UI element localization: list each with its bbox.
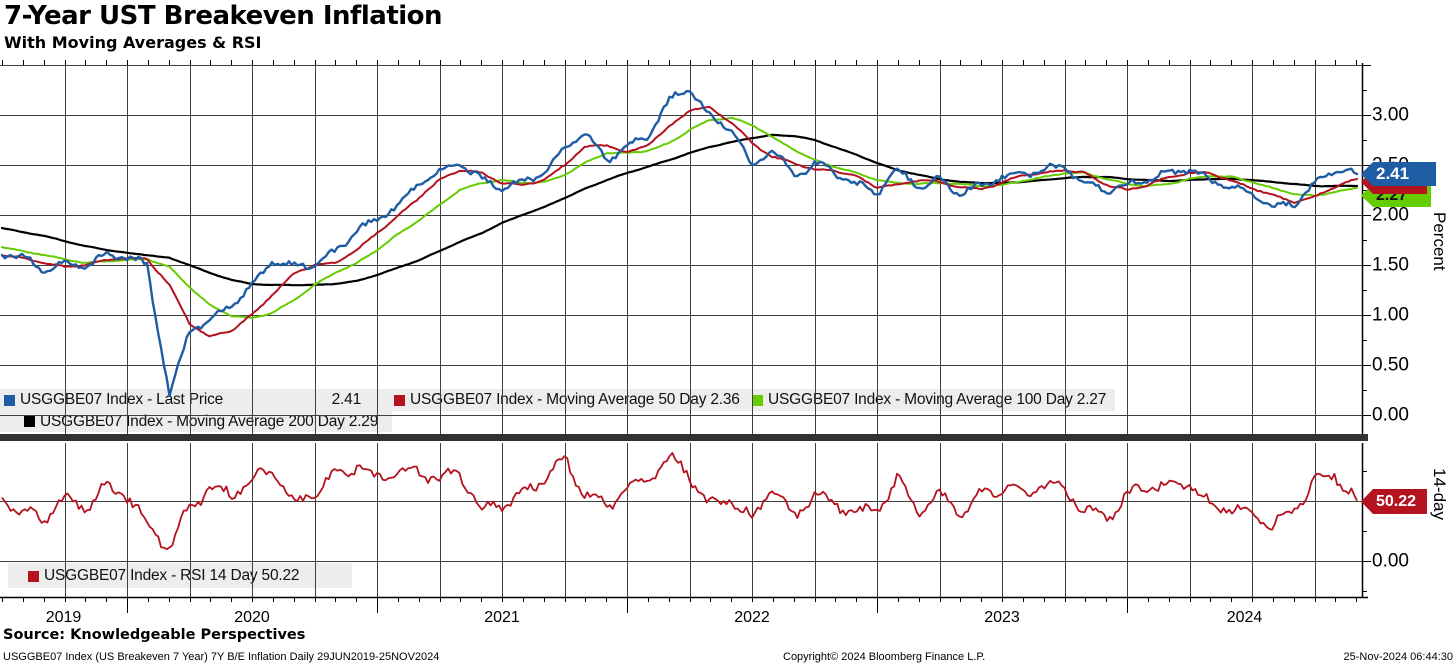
legend-item-ma100[interactable]: USGGBE07 Index - Moving Average 100 Day … (752, 389, 1106, 411)
main-ytick-label: 2.00 (1372, 205, 1409, 226)
legend-label-rsi: USGGBE07 Index - RSI 14 Day 50.22 (44, 567, 300, 584)
ma50-swatch-icon (394, 394, 405, 406)
legend-item-last-price[interactable]: USGGBE07 Index - Last Price 2.41 (4, 389, 361, 411)
main-ytick-label: 3.00 (1372, 105, 1409, 126)
main-legend-row2-bg (0, 411, 392, 432)
legend-item-rsi[interactable]: USGGBE07 Index - RSI 14 Day 50.22 (28, 565, 300, 587)
xtick-year-label: 2019 (46, 609, 82, 626)
source-line: Source: Knowledgeable Perspectives (3, 627, 306, 643)
main-y-axis-title: Percent (1430, 212, 1449, 271)
rsi-ytick-label: 0.00 (1372, 551, 1409, 572)
main-ytick-label: 0.50 (1372, 355, 1409, 376)
legend-item-ma50[interactable]: USGGBE07 Index - Moving Average 50 Day 2… (394, 389, 740, 411)
rsi-y-axis-title: 14-day (1430, 468, 1449, 520)
timestamp: 25-Nov-2024 06:44:30 (1343, 651, 1453, 663)
last-price-badge-value: 2.41 (1376, 164, 1410, 183)
rsi-value-badge: 50.22 (1361, 489, 1427, 514)
main-ytick-label: 1.00 (1372, 305, 1409, 326)
legend-value-last-price: 2.41 (331, 391, 362, 408)
index-info-line: USGGBE07 Index (US Breakeven 7 Year) 7Y … (3, 651, 440, 663)
rsi-swatch-icon (28, 570, 39, 582)
legend-item-ma200[interactable]: USGGBE07 Index - Moving Average 200 Day … (24, 411, 378, 432)
legend-label-last-price: USGGBE07 Index - Last Price (20, 391, 224, 408)
legend-label-ma200: USGGBE07 Index - Moving Average 200 Day … (40, 412, 379, 430)
xtick-year-label: 2021 (484, 609, 520, 626)
rsi-badge-value: 50.22 (1376, 492, 1417, 510)
ma200-swatch-icon (24, 416, 35, 427)
page-subtitle: With Moving Averages & RSI (4, 33, 262, 52)
xtick-year-label: 2023 (984, 609, 1020, 626)
page-title: 7-Year UST Breakeven Inflation (4, 1, 443, 31)
xtick-year-label: 2020 (234, 609, 270, 626)
legend-label-ma100: USGGBE07 Index - Moving Average 100 Day … (768, 391, 1107, 408)
ma100-swatch-icon (752, 394, 763, 406)
main-plot-area[interactable] (0, 60, 1362, 434)
pane-separator[interactable] (0, 433, 1368, 442)
main-ytick-label: 1.50 (1372, 255, 1409, 276)
xtick-year-label: 2022 (734, 609, 770, 626)
last-price-badge: 2.41 (1361, 162, 1436, 186)
xtick-year-label: 2024 (1227, 609, 1263, 626)
main-ytick-label: 0.00 (1372, 405, 1409, 426)
legend-label-ma50: USGGBE07 Index - Moving Average 50 Day 2… (410, 391, 740, 408)
copyright-line: Copyright© 2024 Bloomberg Finance L.P. (783, 651, 986, 663)
last-price-swatch-icon (4, 394, 15, 406)
